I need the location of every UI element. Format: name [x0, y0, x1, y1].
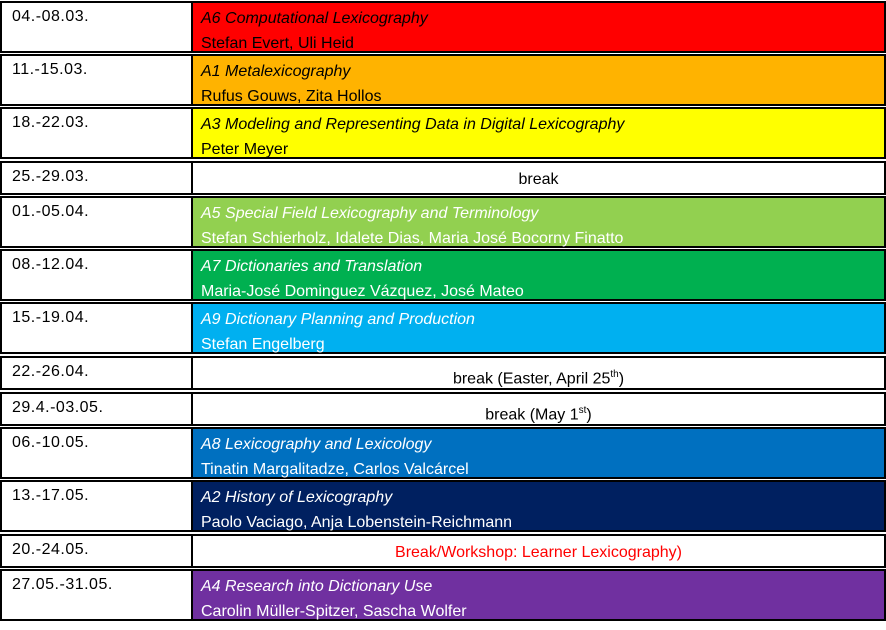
- note-text: ): [618, 370, 625, 388]
- course-people: Peter Meyer: [201, 141, 289, 158]
- date-cell: 13.-17.05.: [0, 480, 193, 532]
- note-text: break (Easter, April 25: [452, 370, 611, 388]
- schedule-row: 04.-08.03. A6 Computational Lexicography S…: [0, 1, 886, 53]
- course-title: A3 Modeling and Representing Data in Dig…: [201, 116, 625, 133]
- schedule-row: 08.-12.04. A7 Dictionaries and Translatio…: [0, 249, 886, 301]
- course-title: A6 Computational Lexicography: [201, 10, 428, 27]
- schedule-row: 11.-15.03. A1 Metalexicography Rufus Gouws…: [0, 54, 886, 106]
- schedule-row: 18.-22.03. A3 Modeling and Representing D…: [0, 107, 886, 159]
- note-text: break (May 1: [485, 406, 579, 424]
- course-people: Stefan Engelberg: [201, 336, 325, 353]
- course-people: Rufus Gouws, Zita Hollos: [201, 88, 382, 105]
- note-cell: break: [191, 161, 886, 195]
- note-superscript: th: [610, 369, 619, 380]
- course-cell: A6 Computational Lexicography Stefan Ever…: [191, 1, 886, 53]
- course-title: A5 Special Field Lexicography and Termin…: [201, 205, 539, 222]
- schedule-row: 29.4.-03.05. break (May 1st): [0, 392, 886, 426]
- date-cell: 01.-05.04.: [0, 196, 193, 248]
- course-people: Stefan Schierholz, Idalete Dias, Maria J…: [201, 230, 624, 247]
- schedule-row: 20.-24.05. Break/Workshop: Learner Lexico…: [0, 534, 886, 568]
- course-cell: A1 Metalexicography Rufus Gouws, Zita Hol…: [191, 54, 886, 106]
- date-cell: 29.4.-03.05.: [0, 392, 193, 426]
- note-text: break: [518, 171, 559, 188]
- note-text: Break/Workshop: Learner Lexicography): [395, 544, 682, 561]
- date-cell: 11.-15.03.: [0, 54, 193, 106]
- course-cell: A3 Modeling and Representing Data in Dig…: [191, 107, 886, 159]
- course-cell: A5 Special Field Lexicography and Termin…: [191, 196, 886, 248]
- schedule-row: 13.-17.05. A2 History of Lexicography Paol…: [0, 480, 886, 532]
- course-title: A4 Research into Dictionary Use: [201, 578, 433, 595]
- course-cell: A7 Dictionaries and Translation Maria-Jos…: [191, 249, 886, 301]
- course-title: A2 History of Lexicography: [201, 489, 393, 506]
- note-text: ): [586, 406, 592, 424]
- schedule-row: 22.-26.04. break (Easter, April 25th): [0, 356, 886, 390]
- course-cell: A8 Lexicography and Lexicology Tinatin Ma…: [191, 427, 886, 479]
- course-title: A7 Dictionaries and Translation: [201, 258, 423, 275]
- course-title: A1 Metalexicography: [201, 63, 351, 80]
- course-title: A8 Lexicography and Lexicology: [201, 436, 432, 453]
- date-cell: 18.-22.03.: [0, 107, 193, 159]
- note-superscript: st: [578, 405, 587, 416]
- note-cell: break (May 1st): [191, 392, 886, 426]
- date-cell: 22.-26.04.: [0, 356, 193, 390]
- course-people: Paolo Vaciago, Anja Lobenstein-Reichmann: [201, 514, 513, 531]
- date-cell: 06.-10.05.: [0, 427, 193, 479]
- course-people: Maria-José Dominguez Vázquez, José Mateo: [201, 283, 524, 300]
- date-cell: 25.-29.03.: [0, 161, 193, 195]
- schedule-row: 15.-19.04. A9 Dictionary Planning and Pro…: [0, 302, 886, 354]
- course-people: Carolin Müller-Spitzer, Sascha Wolfer: [201, 603, 467, 620]
- schedule-row: 01.-05.04. A5 Special Field Lexicography …: [0, 196, 886, 248]
- course-cell: A4 Research into Dictionary Use Carolin M…: [191, 569, 886, 621]
- schedule-row: 25.-29.03. break: [0, 161, 886, 195]
- course-cell: A2 History of Lexicography Paolo Vaciago,…: [191, 480, 886, 532]
- date-cell: 08.-12.04.: [0, 249, 193, 301]
- date-cell: 15.-19.04.: [0, 302, 193, 354]
- date-cell: 27.05.-31.05.: [0, 569, 193, 621]
- note-cell: Break/Workshop: Learner Lexicography): [191, 534, 886, 568]
- course-people: Stefan Evert, Uli Heid: [201, 35, 354, 52]
- date-cell: 20.-24.05.: [0, 534, 193, 568]
- date-cell: 04.-08.03.: [0, 1, 193, 53]
- schedule-row: 27.05.-31.05. A4 Research into Dictionary…: [0, 569, 886, 621]
- course-title: A9 Dictionary Planning and Production: [201, 311, 475, 328]
- course-people: Tinatin Margalitadze, Carlos Valcárcel: [201, 461, 469, 478]
- schedule-row: 06.-10.05. A8 Lexicography and Lexicology…: [0, 427, 886, 479]
- note-cell: break (Easter, April 25th): [191, 356, 886, 390]
- course-cell: A9 Dictionary Planning and Production Ste…: [191, 302, 886, 354]
